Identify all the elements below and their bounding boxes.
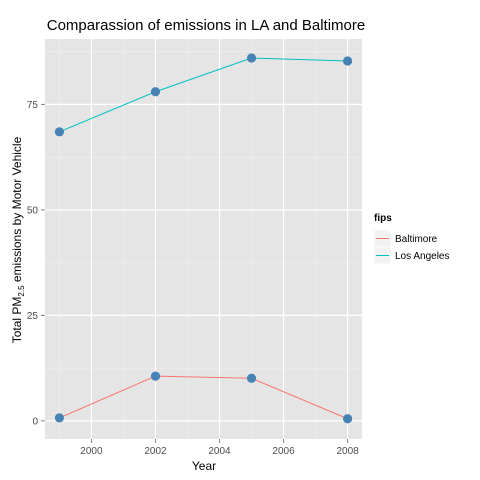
data-point [246,373,257,383]
y-axis-title-suffix: emissions by Motor Vehicle [10,136,24,285]
tick-labels: 2000 2002 2004 2006 2008 0 25 50 75 [27,100,359,457]
data-point [246,53,257,63]
y-tick-label: 25 [27,311,39,322]
data-point [342,414,353,424]
x-tick-label: 2002 [144,446,167,457]
data-point [342,56,353,66]
axis-ticks [41,103,349,443]
minor-gridlines [45,39,362,439]
x-tick-label: 2006 [272,446,295,457]
y-axis-title: Total PM2.5 emissions by Motor Vehicle [10,136,26,343]
data-point [150,371,161,381]
x-axis-title: Year [192,459,216,473]
x-tick-label: 2008 [336,446,359,457]
y-axis-title-main: Total PM [10,297,24,344]
legend-label: Baltimore [395,234,438,245]
legend: fips Baltimore Los Angeles [373,213,450,265]
data-points [54,53,353,424]
legend-items: Baltimore Los Angeles [373,229,450,265]
y-tick-label: 75 [27,100,39,111]
series-line-0 [59,375,348,420]
x-tick-label: 2004 [208,446,231,457]
y-tick-label: 0 [32,416,38,427]
y-axis-title-subscript: 2.5 [17,285,26,297]
data-point [150,87,161,97]
x-tick-label: 2000 [80,446,103,457]
legend-title: fips [374,213,392,224]
y-tick-label: 50 [27,205,39,216]
data-point [54,413,65,423]
series-line-1 [59,57,348,133]
chart-title: Comparassion of emissions in LA and Balt… [47,17,366,34]
plot-panel [45,39,362,439]
legend-label: Los Angeles [395,251,450,262]
data-point [54,127,65,137]
series-lines [59,57,348,420]
